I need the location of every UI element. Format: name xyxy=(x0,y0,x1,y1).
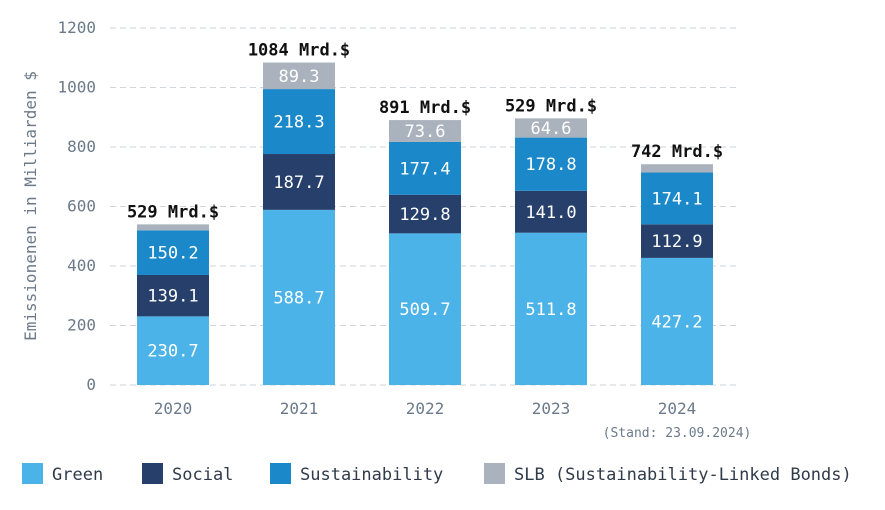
legend-swatch xyxy=(270,463,291,484)
legend-label: Green xyxy=(52,465,103,485)
data-label: 89.3 xyxy=(279,67,320,87)
data-label: 112.9 xyxy=(651,232,702,252)
bar-segment xyxy=(263,154,335,210)
data-label: 509.7 xyxy=(399,300,450,320)
data-label: 73.6 xyxy=(405,122,446,142)
bar-segment xyxy=(641,224,713,258)
bar-segment xyxy=(389,141,461,195)
data-label: 141.0 xyxy=(525,203,576,223)
total-label: 1084 Mrd.$ xyxy=(248,41,350,61)
legend-swatch xyxy=(142,463,163,484)
bar-segment xyxy=(263,209,335,385)
y-axis-label: Emissionenen in Milliarden $ xyxy=(21,71,40,341)
bar-segment xyxy=(263,89,335,155)
bar-segment xyxy=(515,232,587,385)
y-tick-label: 1200 xyxy=(57,18,96,37)
bars: 230.7 139.1 150.2 529 Mrd.$ 588.7 187.7 218.3 8… xyxy=(127,41,723,385)
y-tick-label: 800 xyxy=(67,137,96,156)
bar-segment xyxy=(389,233,461,385)
y-tick-label: 200 xyxy=(67,316,96,335)
x-tick-label: 2022 xyxy=(406,399,445,418)
data-label: 588.7 xyxy=(273,288,324,308)
bar-segment xyxy=(515,118,587,138)
bar-segment xyxy=(137,274,209,317)
total-label: 529 Mrd.$ xyxy=(505,96,597,116)
data-label: 150.2 xyxy=(147,244,198,264)
x-tick-label: 2024 xyxy=(658,399,697,418)
total-label: 891 Mrd.$ xyxy=(379,98,471,118)
y-axis: 0 200 400 600 800 1000 1200 xyxy=(57,18,96,394)
legend-label: Social xyxy=(172,465,233,485)
legend-label: Sustainability xyxy=(300,465,443,485)
y-tick-label: 400 xyxy=(67,256,96,275)
y-tick-label: 600 xyxy=(67,197,96,216)
legend-swatch xyxy=(22,463,43,484)
legend-label: SLB (Sustainability-Linked Bonds) xyxy=(514,465,852,485)
bar-segment xyxy=(137,224,209,231)
data-label: 230.7 xyxy=(147,342,198,362)
x-tick-label: 2023 xyxy=(532,399,571,418)
data-label: 174.1 xyxy=(651,189,702,209)
bar-segment xyxy=(515,190,587,233)
data-label: 177.4 xyxy=(399,159,450,179)
legend-swatch xyxy=(484,463,505,484)
data-label: 427.2 xyxy=(651,312,702,332)
bar-segment xyxy=(389,120,461,142)
x-axis: 2020 2021 2022 2023 2024 (Stand: 23.09.2024) xyxy=(154,399,752,441)
data-label: 139.1 xyxy=(147,287,198,307)
legend: Green Social Sustainability SLB (Sustainabi… xyxy=(22,463,852,485)
bar-segment xyxy=(515,137,587,191)
bar-segment xyxy=(641,164,713,173)
y-tick-label: 1000 xyxy=(57,78,96,97)
data-label: 178.8 xyxy=(525,155,576,175)
data-label: 218.3 xyxy=(273,113,324,133)
data-label: 511.8 xyxy=(525,300,576,320)
bar-segment xyxy=(137,230,209,275)
data-label: 187.7 xyxy=(273,173,324,193)
x-tick-label: 2020 xyxy=(154,399,193,418)
bar-segment xyxy=(263,62,335,90)
annotation: (Stand: 23.09.2024) xyxy=(603,426,752,441)
bar-segment xyxy=(641,172,713,225)
bar-segment xyxy=(389,194,461,234)
data-label: 64.6 xyxy=(531,119,572,139)
x-tick-label: 2021 xyxy=(280,399,319,418)
data-label: 129.8 xyxy=(399,205,450,225)
bar-segment xyxy=(137,316,209,385)
y-tick-label: 0 xyxy=(86,375,96,394)
total-label: 742 Mrd.$ xyxy=(631,142,723,162)
total-label: 529 Mrd.$ xyxy=(127,202,219,222)
bar-segment xyxy=(641,257,713,385)
